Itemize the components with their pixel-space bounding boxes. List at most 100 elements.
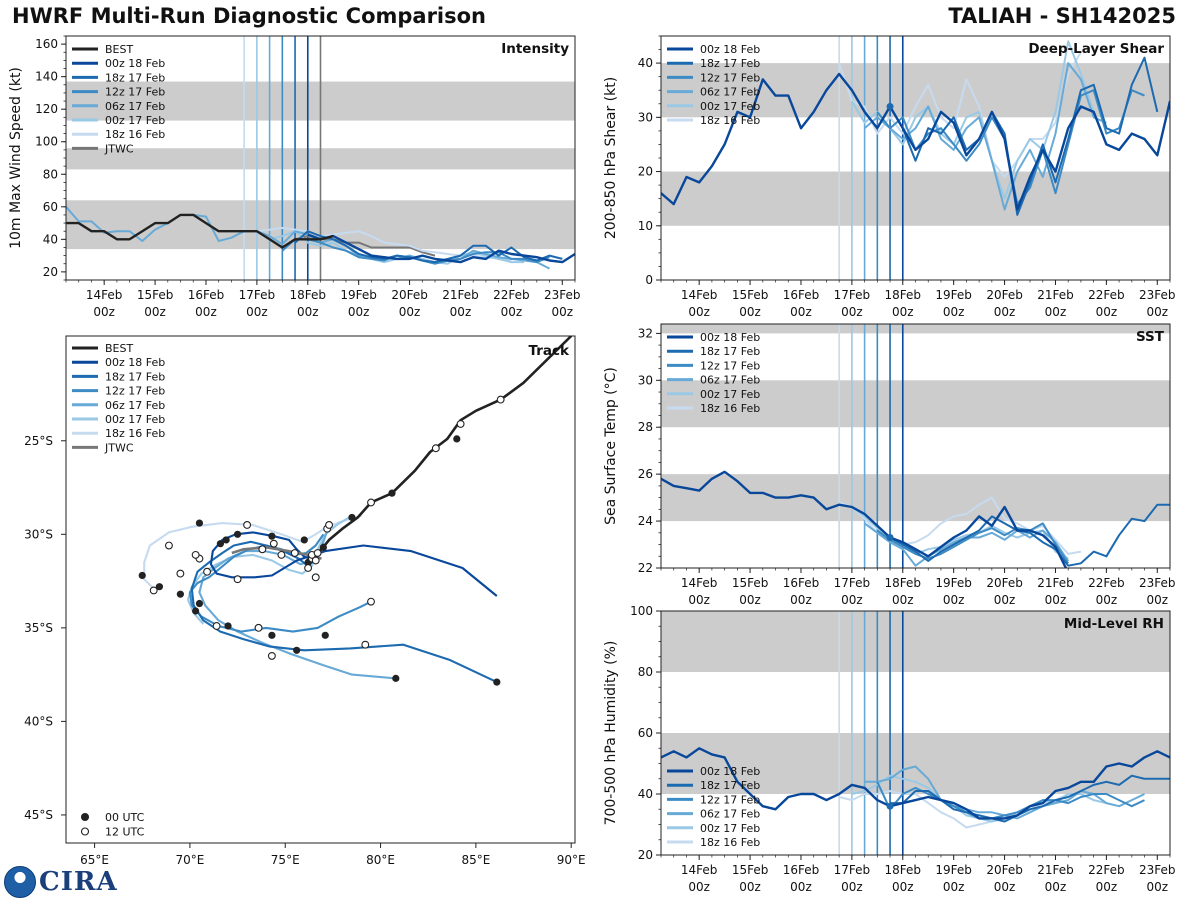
track-marker-00utc [268, 631, 276, 639]
track-marker-00utc [195, 599, 204, 608]
legend-label-00z-17-feb: 00z 17 Feb [700, 822, 760, 835]
x-tick-hour-intensity: 00z [93, 305, 115, 319]
track-marker-12utc [149, 586, 158, 595]
x-tick-day-rh: 18Feb [885, 863, 922, 877]
agency-logos: CIRA [4, 866, 118, 898]
y-tick-label-shear: 0 [645, 273, 653, 287]
y-tick-label-track: 25°S [24, 434, 53, 448]
x-tick-hour-intensity: 00z [297, 305, 319, 319]
panel-title-shear: Deep-Layer Shear [1028, 41, 1164, 57]
x-tick-hour-sst: 00z [1146, 593, 1168, 607]
series-group-intensity [66, 206, 575, 270]
y-tick-label-sst: 24 [638, 514, 653, 528]
x-tick-label-track: 90°E [557, 853, 586, 867]
track-marker-12utc [243, 521, 252, 529]
legend-label-18z-17-feb: 18z 17 Feb [700, 57, 760, 70]
x-tick-label-track: 75°E [271, 853, 300, 867]
marker-legend-label-12-utc: 12 UTC [105, 826, 145, 839]
track-marker-00utc [319, 543, 327, 552]
x-tick-day-rh: 21Feb [1037, 863, 1074, 877]
x-tick-day-sst: 19Feb [935, 576, 972, 590]
x-tick-hour-sst: 00z [892, 593, 914, 607]
panel-title-rh: Mid-Level RH [1064, 616, 1164, 632]
marker-legend-filled-icon [80, 812, 90, 822]
legend-label-00z-18-feb: 00z 18 Feb [700, 43, 760, 56]
x-tick-day-shear: 23Feb [1139, 288, 1176, 302]
y-tick-label-sst: 30 [638, 373, 653, 387]
y-tick-label-rh: 80 [638, 665, 653, 679]
series-line-shear-18z-16-feb [838, 51, 1082, 178]
panel-track: 65°E 70°E 75°E 80°E 85°E 90°E 25°S 30°S 35°S 40°S… [24, 335, 586, 867]
legend-label-18z-17-feb: 18z 17 Feb [700, 345, 760, 358]
y-tick-label-intensity: 20 [43, 265, 58, 279]
track-marker-12utc [431, 444, 440, 453]
x-tick-day-intensity: 21Feb [442, 288, 479, 302]
x-tick-hour-shear: 00z [1096, 305, 1118, 319]
legend-label-18z-17-feb: 18z 17 Feb [700, 779, 760, 792]
x-tick-day-shear: 17Feb [834, 288, 871, 302]
x-tick-hour-rh: 00z [739, 880, 761, 894]
x-tick-day-sst: 22Feb [1088, 576, 1125, 590]
track-marker-12utc [164, 541, 173, 550]
y-tick-label-rh: 40 [638, 787, 653, 801]
x-tick-day-shear: 14Feb [681, 288, 718, 302]
x-tick-day-shear: 21Feb [1037, 288, 1074, 302]
x-tick-hour-sst: 00z [1045, 593, 1067, 607]
x-tick-day-sst: 20Feb [986, 576, 1023, 590]
band-rh-0 [661, 733, 1170, 794]
x-tick-day-shear: 19Feb [935, 288, 972, 302]
x-tick-hour-intensity: 00z [195, 305, 217, 319]
y-tick-label-track: 30°S [24, 527, 53, 541]
x-tick-hour-sst: 00z [739, 593, 761, 607]
x-tick-day-rh: 19Feb [935, 863, 972, 877]
track-marker-00utc [453, 435, 461, 443]
x-tick-day-rh: 15Feb [732, 863, 769, 877]
series-line-shear-06z-17-feb [863, 62, 1107, 211]
x-tick-hour-intensity: 00z [246, 305, 268, 319]
x-tick-hour-intensity: 00z [144, 305, 166, 319]
series-line-intensity-best [66, 213, 334, 249]
track-marker-00utc [233, 530, 242, 538]
legend-label-06z-17-feb: 06z 17 Feb [700, 808, 760, 821]
track-marker-12utc [367, 597, 375, 606]
x-tick-hour-rh: 00z [1045, 880, 1067, 894]
track-marker-12utc [313, 549, 322, 557]
y-axis-label-intensity: 10m Max Wind Speed (kt) [8, 67, 24, 249]
legend-label-18z-17-feb: 18z 17 Feb [105, 71, 165, 84]
track-marker-00utc [222, 536, 230, 544]
legend-label-18z-16-feb: 18z 16 Feb [700, 836, 760, 849]
x-tick-hour-sst: 00z [943, 593, 965, 607]
legend-label-18z-16-feb: 18z 16 Feb [105, 427, 165, 440]
legend-label-12z-17-feb: 12z 17 Feb [105, 86, 165, 99]
x-tick-day-intensity: 18Feb [290, 288, 327, 302]
track-marker-00utc [138, 571, 146, 580]
x-tick-hour-shear: 00z [943, 305, 965, 319]
x-tick-day-sst: 15Feb [732, 576, 769, 590]
legend-label-12z-17-feb: 12z 17 Feb [105, 385, 165, 398]
x-tick-day-intensity: 23Feb [544, 288, 581, 302]
x-tick-day-intensity: 16Feb [188, 288, 225, 302]
x-tick-day-shear: 16Feb [783, 288, 820, 302]
legend-label-best: BEST [105, 43, 133, 56]
frame-track [65, 335, 576, 844]
legend-label-00z-17-feb: 00z 17 Feb [105, 114, 165, 127]
x-tick-hour-rh: 00z [1096, 880, 1118, 894]
x-tick-hour-intensity: 00z [450, 305, 472, 319]
track-lines [138, 336, 573, 686]
track-marker-12utc [304, 564, 313, 572]
panel-title-intensity: Intensity [501, 41, 569, 57]
track-marker-12utc [212, 622, 221, 630]
x-tick-hour-rh: 00z [892, 880, 914, 894]
y-tick-label-intensity: 160 [35, 37, 58, 51]
x-tick-hour-shear: 00z [1045, 305, 1067, 319]
x-tick-hour-shear: 00z [739, 305, 761, 319]
x-tick-day-rh: 16Feb [783, 863, 820, 877]
y-tick-label-sst: 22 [638, 561, 653, 575]
x-tick-day-intensity: 22Feb [493, 288, 530, 302]
x-tick-day-rh: 20Feb [986, 863, 1023, 877]
track-line-06z-17-feb [198, 530, 396, 680]
x-tick-hour-shear: 00z [841, 305, 863, 319]
legend-label-00z-17-feb: 00z 17 Feb [105, 413, 165, 426]
legend-label-12z-17-feb: 12z 17 Feb [700, 793, 760, 806]
